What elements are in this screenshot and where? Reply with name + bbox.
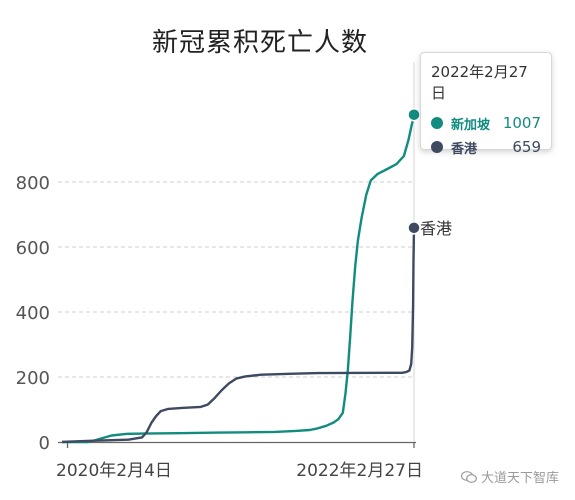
x-tick-label: 2022年2月27日 [296, 461, 423, 481]
tooltip-series-name: 香港 [451, 141, 478, 157]
y-tick-label: 400 [16, 303, 50, 324]
axis-layer: 0 200 400 600 800 2020年2月4日 2022年2月27日 [16, 62, 423, 481]
legend-dot-icon [431, 117, 443, 129]
series-line-hongkong [61, 227, 416, 444]
y-tick-label: 600 [16, 238, 50, 259]
series-layer [61, 114, 416, 444]
legend-dot-icon [431, 141, 443, 153]
tooltip-row-hongkong: 香港 659 [431, 135, 541, 159]
end-label-hongkong: 香港 [420, 219, 452, 238]
wechat-icon [460, 470, 477, 483]
tooltip-date: 2022年2月27日 [431, 63, 528, 102]
chart-title: 新冠累积死亡人数 [151, 28, 368, 58]
watermark-text: 大道天下智库 [480, 471, 559, 486]
y-tick-label: 200 [16, 368, 50, 389]
end-point-marker [407, 107, 421, 122]
x-tick-label: 2020年2月4日 [56, 461, 172, 481]
tooltip-row-singapore: 新加坡 1007 [431, 111, 541, 135]
tooltip-series-value: 659 [512, 138, 541, 156]
series-line-singapore [62, 114, 416, 444]
grid-layer [58, 181, 414, 378]
tooltip-series-name: 新加坡 [451, 117, 491, 133]
y-tick-label: 800 [16, 173, 50, 194]
end-point-marker [407, 221, 421, 235]
watermark: 大道天下智库 [460, 467, 559, 486]
marker-layer: 香港 [407, 107, 452, 238]
tooltip-series-value: 1007 [502, 114, 541, 132]
tooltip: 2022年2月27日 新加坡 1007 香港 659 [420, 52, 552, 157]
y-tick-label: 0 [39, 433, 50, 454]
